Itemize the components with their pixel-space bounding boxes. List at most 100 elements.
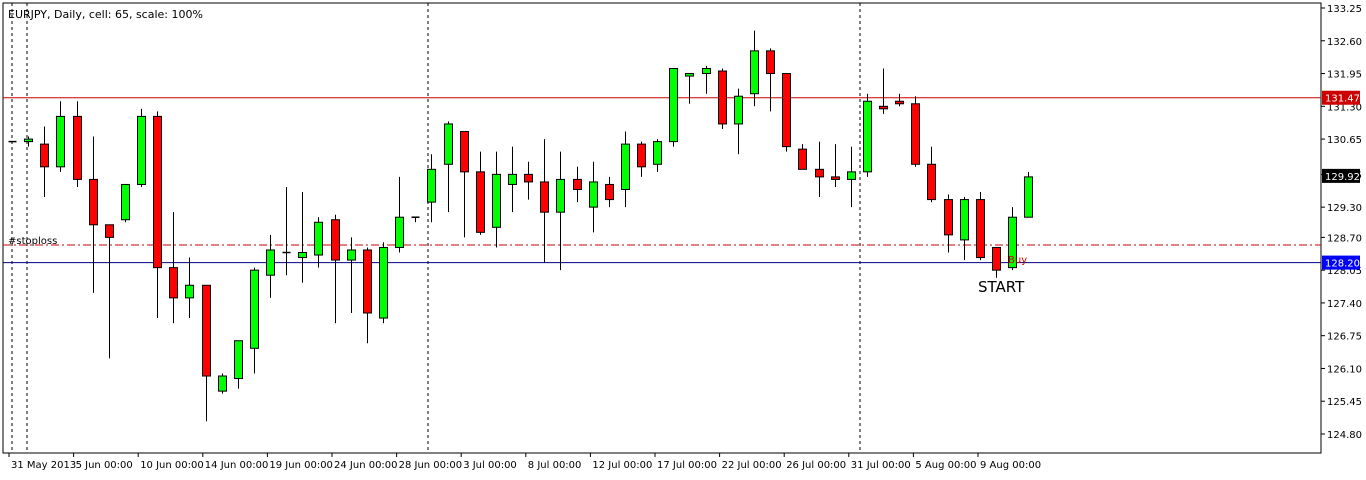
price-tags: 131.47 129.92 128.20 — [1322, 90, 1360, 270]
time-axis: 31 May 2013 5 Jun 00:00 10 Jun 00:00 14 Jun… — [8, 453, 1041, 471]
time-tick-label: 5 Jun 00:00 — [76, 460, 133, 471]
plot-area — [2, 2, 1322, 454]
candle-body — [976, 199, 985, 259]
candle-body — [685, 73, 694, 77]
candle — [556, 151, 565, 271]
candle — [427, 154, 436, 223]
candle-body — [40, 143, 49, 168]
candle-body — [234, 340, 243, 380]
time-tick-label: 12 Jul 00:00 — [592, 460, 652, 471]
candle — [314, 217, 323, 268]
candle-body — [24, 138, 33, 143]
price-tick-label: 126.10 — [1327, 364, 1362, 375]
candle — [863, 93, 872, 177]
start-label: START — [978, 278, 1025, 296]
candle — [524, 161, 533, 200]
candle-body — [718, 70, 727, 125]
candle — [718, 68, 727, 129]
candle-body — [169, 267, 178, 299]
candle-body — [605, 183, 614, 201]
price-axis: 133.25132.60131.95131.30130.65129.95129.… — [1321, 4, 1362, 441]
candle-body — [669, 67, 678, 143]
price-tick-label: 124.80 — [1327, 430, 1362, 441]
candle — [895, 93, 904, 107]
candle — [250, 267, 259, 374]
price-tick-label: 125.45 — [1327, 397, 1362, 408]
candle-body — [56, 115, 65, 168]
time-tick-label: 28 Jun 00:00 — [399, 460, 463, 471]
candles — [8, 30, 1033, 422]
candle — [1008, 207, 1017, 271]
candle — [153, 111, 162, 319]
candle-body — [73, 115, 82, 180]
candle-body — [105, 224, 114, 238]
candle — [347, 237, 356, 314]
time-tick-label: 14 Jun 00:00 — [205, 460, 269, 471]
candle — [73, 101, 82, 187]
time-tick-label: 9 Aug 00:00 — [980, 460, 1041, 471]
candle — [798, 144, 807, 170]
candle — [266, 234, 275, 298]
candle — [218, 373, 227, 394]
price-tag-bg — [1322, 255, 1360, 270]
candle — [508, 146, 517, 213]
candle — [331, 214, 340, 324]
candle — [960, 197, 969, 261]
candle — [669, 67, 678, 147]
candle — [734, 88, 743, 155]
candle — [927, 146, 936, 203]
candle — [847, 146, 856, 208]
candle — [879, 68, 888, 114]
candle — [1024, 171, 1033, 218]
candle-body — [766, 50, 775, 75]
candle-body — [137, 115, 146, 185]
candle — [89, 136, 98, 293]
candle-body — [1024, 176, 1033, 218]
candle-body — [218, 375, 227, 392]
price-tick-label: 131.30 — [1327, 102, 1362, 113]
price-tick-label: 132.60 — [1327, 37, 1362, 48]
horizontal-levels — [3, 97, 1321, 264]
candle — [379, 242, 388, 324]
candle-body — [734, 95, 743, 125]
candle — [476, 151, 485, 235]
time-tick-label: 19 Jun 00:00 — [269, 460, 333, 471]
candle — [40, 126, 49, 198]
candle — [911, 96, 920, 167]
stoploss-label: #stoploss — [8, 236, 57, 247]
candle-body — [379, 246, 388, 319]
price-tick-label: 127.40 — [1327, 299, 1362, 310]
candle — [815, 141, 824, 198]
time-tick-label: 17 Jul 00:00 — [657, 460, 717, 471]
candle — [460, 131, 469, 238]
time-tick-label: 26 Jul 00:00 — [786, 460, 846, 471]
candle-body — [460, 131, 469, 173]
time-tick-label: 5 Aug 00:00 — [915, 460, 976, 471]
time-tick-label: 10 Jun 00:00 — [140, 460, 204, 471]
candle — [298, 192, 307, 283]
candle — [944, 194, 953, 253]
time-tick-label: 31 Jul 00:00 — [851, 460, 911, 471]
candle — [411, 216, 420, 223]
candle-body — [185, 284, 194, 299]
candle — [702, 65, 711, 94]
candle-body — [750, 50, 759, 95]
price-tag-bg — [1322, 90, 1360, 105]
resistance-price-tag: 131.47 — [1322, 90, 1360, 105]
candle-body — [298, 252, 307, 259]
candle — [363, 247, 372, 344]
candle-body — [266, 249, 275, 276]
candle — [105, 224, 114, 359]
vertical-separators — [11, 3, 861, 453]
candle-body — [879, 105, 888, 110]
candle — [492, 151, 501, 248]
candle-body — [815, 168, 824, 178]
price-tick-label: 130.65 — [1327, 135, 1362, 146]
candle-body — [540, 181, 549, 213]
candle-body — [347, 249, 356, 261]
candle — [282, 186, 291, 276]
candle-body — [395, 216, 404, 248]
candle — [992, 246, 1001, 278]
